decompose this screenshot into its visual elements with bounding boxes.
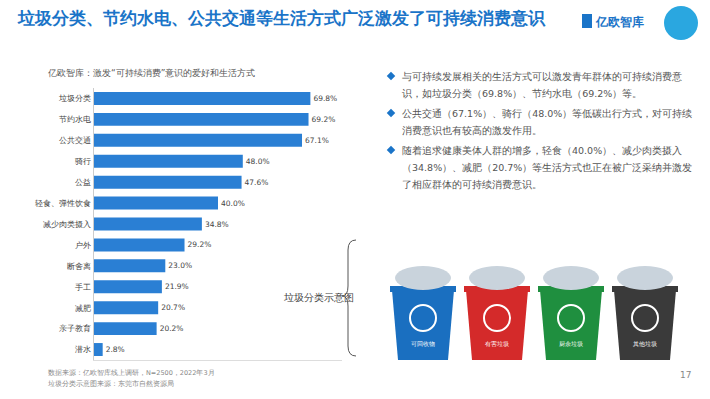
svg-text:亿欧智库：激发“可持续消费”意识的爱好和生活方式: 亿欧智库：激发“可持续消费”意识的爱好和生活方式 (47, 68, 255, 78)
svg-text:2.8%: 2.8% (106, 345, 125, 354)
svg-text:断舍离: 断舍离 (67, 262, 91, 271)
svg-text:47.6%: 47.6% (245, 178, 269, 187)
svg-text:67.1%: 67.1% (305, 136, 329, 145)
svg-text:48.0%: 48.0% (246, 157, 270, 166)
html-text:与可持续发展相关的生活方式可以激发青年群体的可持续消费意识，: 与可持续发展相关的生活方式可以激发青年群体的可持续消费意识，如垃圾分类（69.8… (402, 71, 682, 99)
html-text:公共交通（67.1%）、骑行（48.0%）等低碳出行方式，对: 公共交通（67.1%）、骑行（48.0%）等低碳出行方式，对可持续消费意识也有较… (402, 108, 693, 136)
svg-text:手工: 手工 (75, 283, 91, 292)
svg-text:23.0%: 23.0% (168, 261, 192, 270)
svg-text:骑行: 骑行 (75, 157, 91, 166)
svg-text:有害垃圾: 有害垃圾 (485, 340, 509, 347)
svg-text:垃圾分类: 垃圾分类 (58, 94, 91, 103)
html-text:亿欧智库: 亿欧智库 (596, 15, 644, 29)
html-text:垃圾分类示意图: 垃圾分类示意图 (284, 292, 354, 303)
svg-text:69.8%: 69.8% (313, 94, 337, 103)
svg-text:69.2%: 69.2% (312, 115, 336, 124)
svg-text:40.0%: 40.0% (221, 199, 245, 208)
svg-text:可回收物: 可回收物 (411, 340, 435, 347)
svg-text:20.7%: 20.7% (161, 303, 185, 312)
svg-text:21.9%: 21.9% (165, 282, 189, 291)
html-text:垃圾分类、节约水电、公共交通等生活方式广泛激发了可持续消费意: 垃圾分类、节约水电、公共交通等生活方式广泛激发了可持续消费意识 (18, 8, 545, 28)
svg-text:减肥: 减肥 (75, 303, 91, 312)
svg-text:公共交通: 公共交通 (59, 136, 91, 145)
svg-text:轻食、弹性饮食: 轻食、弹性饮食 (35, 199, 91, 208)
svg-text:公益: 公益 (75, 178, 91, 187)
svg-text:34.8%: 34.8% (205, 220, 229, 229)
svg-text:潜水: 潜水 (75, 345, 91, 354)
svg-text:节约水电: 节约水电 (59, 115, 91, 124)
html-text:随着追求健康美体人群的增多，轻食（40.0%）、减少肉类摄入: 随着追求健康美体人群的增多，轻食（40.0%）、减少肉类摄入（34.8%）、减肥… (402, 145, 693, 190)
html-text:数据来源：亿欧智库线上调研，N=2500，2022年3月: 数据来源：亿欧智库线上调研，N=2500，2022年3月 (48, 369, 215, 377)
svg-text:其他垃圾: 其他垃圾 (633, 340, 657, 347)
svg-text:20.2%: 20.2% (160, 324, 184, 333)
svg-text:亲子教育: 亲子教育 (59, 324, 91, 333)
html-text:垃圾分类示意图来源：东莞市自然资源局: 垃圾分类示意图来源：东莞市自然资源局 (48, 380, 174, 388)
svg-text:户外: 户外 (75, 241, 91, 250)
svg-text:29.2%: 29.2% (188, 240, 212, 249)
svg-text:减少肉类摄入: 减少肉类摄入 (43, 220, 91, 229)
svg-text:厨余垃圾: 厨余垃圾 (559, 340, 583, 347)
html-text:17: 17 (680, 370, 692, 380)
